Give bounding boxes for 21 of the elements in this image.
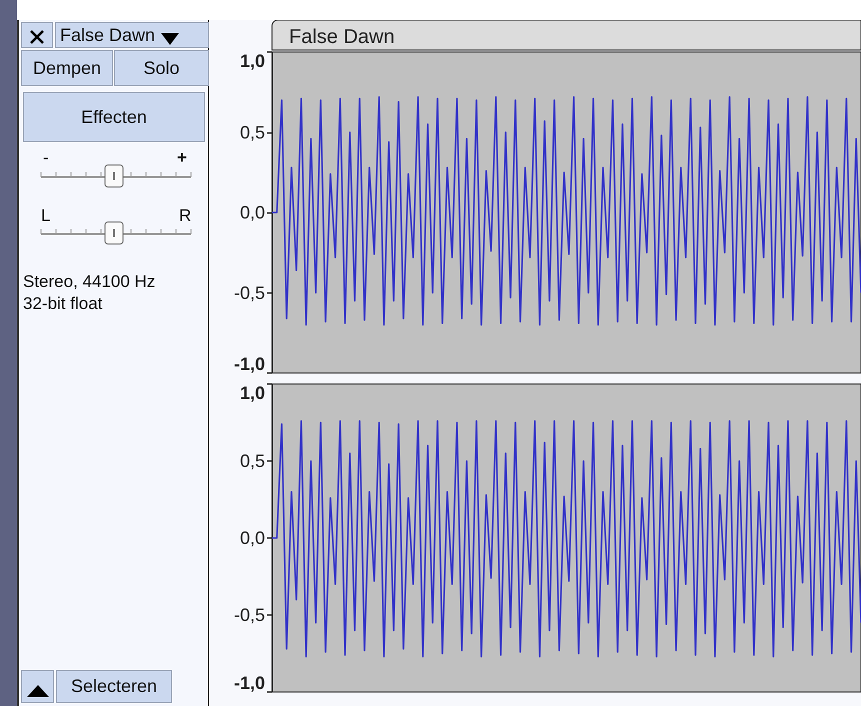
text: Effecten — [23, 92, 205, 142]
y-tick-label: 0,0 — [240, 202, 265, 222]
text: Stereo, 44100 Hz — [23, 272, 156, 292]
text: Dempen — [21, 50, 113, 86]
text: Solo — [114, 50, 209, 86]
y-tick-label: -0,5 — [234, 605, 265, 625]
text: - — [43, 148, 49, 168]
y-tick-label: 1,0 — [240, 383, 265, 403]
y-tick-label: 0,0 — [240, 528, 265, 548]
chart-title: False Dawn — [289, 26, 395, 48]
text: R — [179, 206, 192, 226]
y-tick-label: 0,5 — [240, 122, 265, 142]
text: + — [177, 148, 187, 168]
y-tick-label: -0,5 — [234, 282, 265, 303]
text: Selecteren — [56, 670, 172, 703]
y-tick-label: 1,0 — [240, 51, 265, 71]
text: 32-bit float — [23, 294, 102, 314]
y-tick-label: -1,0 — [234, 354, 265, 374]
y-tick-label: -1,0 — [234, 673, 265, 693]
y-tick-label: 0,5 — [240, 451, 265, 471]
text: L — [41, 206, 50, 226]
